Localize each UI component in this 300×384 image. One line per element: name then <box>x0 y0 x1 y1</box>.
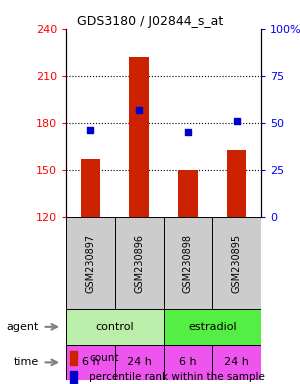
Text: GSM230896: GSM230896 <box>134 233 144 293</box>
Bar <box>66 309 164 344</box>
Bar <box>70 351 77 365</box>
Text: 6 h: 6 h <box>82 358 99 367</box>
Text: count: count <box>89 353 119 363</box>
Bar <box>164 309 261 344</box>
Text: GSM230898: GSM230898 <box>183 233 193 293</box>
Text: estradiol: estradiol <box>188 322 237 332</box>
Bar <box>70 371 77 384</box>
Point <box>185 129 190 136</box>
Point <box>137 107 142 113</box>
Text: time: time <box>14 358 39 367</box>
Bar <box>81 159 100 217</box>
Bar <box>164 217 212 309</box>
Text: 24 h: 24 h <box>224 358 249 367</box>
Text: 24 h: 24 h <box>127 358 152 367</box>
Bar <box>66 344 115 380</box>
Bar <box>212 217 261 309</box>
Bar <box>129 57 149 217</box>
Text: 6 h: 6 h <box>179 358 197 367</box>
Text: percentile rank within the sample: percentile rank within the sample <box>89 372 265 382</box>
Bar <box>227 150 246 217</box>
Point <box>88 127 93 134</box>
Bar <box>212 344 261 380</box>
Text: GSM230895: GSM230895 <box>232 233 242 293</box>
Text: agent: agent <box>6 322 39 332</box>
Text: GDS3180 / J02844_s_at: GDS3180 / J02844_s_at <box>77 15 223 28</box>
Bar <box>115 344 164 380</box>
Text: GSM230897: GSM230897 <box>85 233 95 293</box>
Bar <box>164 344 212 380</box>
Text: control: control <box>95 322 134 332</box>
Bar <box>66 217 115 309</box>
Point <box>234 118 239 124</box>
Bar <box>178 170 198 217</box>
Bar <box>115 217 164 309</box>
